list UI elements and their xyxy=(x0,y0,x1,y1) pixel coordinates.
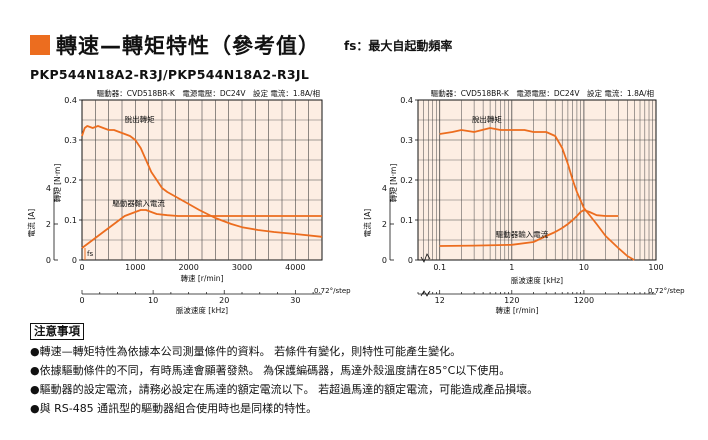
x-tick-label: 1000 xyxy=(125,263,145,272)
model-number: PKP544N18A2-R3J/PKP544N18A2-R3JL xyxy=(30,67,310,82)
secondary-tick-label: 30 xyxy=(290,296,300,305)
y-tick-label: 0.3 xyxy=(64,136,77,145)
y-tick-label: 0.2 xyxy=(400,176,413,185)
note-item: ●與 RS-485 通訊型的驅動器組合使用時也是同樣的特性。 xyxy=(30,402,318,415)
fs-label: fs xyxy=(87,250,93,258)
current-axis-label: 電流 [A] xyxy=(26,209,36,237)
note-item: ●驅動器的設定電流，請務必設定在馬達的額定電流以下。 若超過馬達的額定電流，可能… xyxy=(30,383,539,396)
secondary-tick-label: 0 xyxy=(79,296,84,305)
x-tick-label: 4000 xyxy=(285,263,305,272)
current-axis-tick-label: 2 xyxy=(382,220,387,229)
page-title: 轉速—轉矩特性（參考值） xyxy=(56,34,320,58)
series-line-pullout-torque xyxy=(81,125,323,238)
x-tick-label: 1 xyxy=(509,263,514,272)
current-axis-label: 電流 [A] xyxy=(362,209,372,237)
current-axis-tick-label: 0 xyxy=(46,256,51,265)
x-axis-label: 轉速 [r/min] xyxy=(181,273,224,283)
series-label-pullout-torque: 脫出轉矩 xyxy=(472,114,502,124)
notes-section: 注意事項 ●轉速—轉矩特性為依據本公司測量條件的資料。 若條件有變化，則特性可能… xyxy=(30,322,538,418)
current-axis-tick-label: 0 xyxy=(382,256,387,265)
series-line-pullout-torque xyxy=(439,127,635,261)
y-tick-label: 0.2 xyxy=(64,176,77,185)
step-angle-label: 0.72°/step xyxy=(314,287,351,295)
current-axis-tick-label: 4 xyxy=(46,184,51,193)
current-axis-tick-label: 4 xyxy=(382,184,387,193)
page-subtitle: fs：最大自起動頻率 xyxy=(344,38,453,53)
secondary-tick-label: 12 xyxy=(435,296,445,305)
secondary-tick-label: 10 xyxy=(148,296,158,305)
x-tick-label: 10 xyxy=(579,263,589,272)
y-tick-label: 0.3 xyxy=(400,136,413,145)
x-tick-label: 100 xyxy=(648,263,663,272)
series-line-input-current xyxy=(81,209,322,249)
y-tick-label: 0.1 xyxy=(400,216,413,225)
secondary-tick-label: 20 xyxy=(219,296,229,305)
notes-heading: 注意事項 xyxy=(30,323,84,340)
chart-info-line: 驅動器：CVD518BR-K 電源電壓：DC24V 設定 電流：1.8A/相 xyxy=(97,88,320,98)
x-tick-label: 0 xyxy=(79,263,84,272)
series-line-input-current xyxy=(439,209,619,247)
axis-break-mark xyxy=(420,253,431,263)
series-label-pullout-torque: 脫出轉矩 xyxy=(125,114,155,124)
y-tick-label: 0 xyxy=(72,256,77,265)
secondary-tick-label: 120 xyxy=(504,296,519,305)
secondary-tick-label: 1200 xyxy=(574,296,594,305)
x-tick-label: 3000 xyxy=(232,263,252,272)
header-square-icon xyxy=(30,35,50,55)
y-tick-label: 0 xyxy=(408,256,413,265)
x-tick-label: 2000 xyxy=(178,263,198,272)
secondary-axis-label: 脈波速度 [kHz] xyxy=(176,305,228,315)
secondary-axis-label: 轉速 [r/min] xyxy=(496,305,539,315)
x-tick-label: 0.1 xyxy=(433,263,446,272)
note-item: ●轉速—轉矩特性為依據本公司測量條件的資料。 若條件有變化，則特性可能產生變化。 xyxy=(30,345,462,358)
note-item: ●依據驅動條件的不同，有時馬達會顯著發熱。 為保護編碼器，馬達外殼溫度請在85°… xyxy=(30,364,511,377)
current-axis-tick-label: 2 xyxy=(46,220,51,229)
series-label-input-current: 驅動器輸入電流 xyxy=(112,198,165,208)
page-header: 轉速—轉矩特性（參考值） fs：最大自起動頻率 xyxy=(30,30,452,60)
y-tick-label: 0.4 xyxy=(64,96,77,105)
series-label-input-current: 驅動器輸入電流 xyxy=(496,229,549,239)
y-tick-label: 0.1 xyxy=(64,216,77,225)
y-axis-label: 轉矩 [N·m] xyxy=(52,164,62,203)
y-tick-label: 0.4 xyxy=(400,96,413,105)
step-angle-label: 0.72°/step xyxy=(648,287,685,295)
x-axis-label: 脈波速度 [kHz] xyxy=(511,275,563,285)
chart-info-line: 驅動器：CVD518BR-K 電源電壓：DC24V 設定 電流：1.8A/相 xyxy=(431,88,654,98)
y-axis-label: 轉矩 [N·m] xyxy=(388,164,398,203)
